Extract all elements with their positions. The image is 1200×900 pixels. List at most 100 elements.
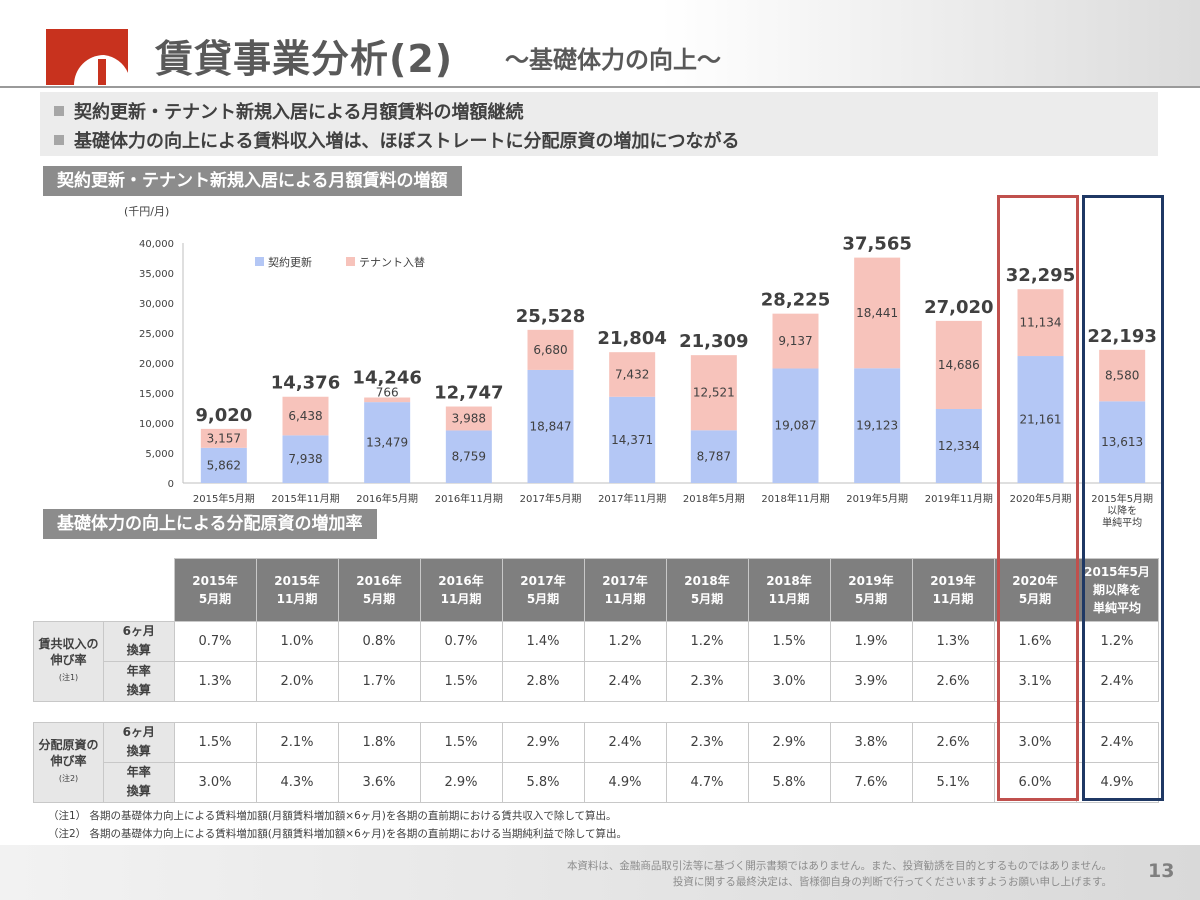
table-cell: 5.8% bbox=[501, 761, 585, 803]
table-cell: 3.8% bbox=[829, 721, 913, 763]
highlight-box-2020-may bbox=[997, 195, 1079, 801]
data-label-tenant: 9,137 bbox=[778, 334, 812, 348]
table-cell: 2.1% bbox=[255, 721, 339, 763]
bar-tenant bbox=[282, 396, 329, 436]
header-cell: 2020年 5月期 bbox=[993, 558, 1077, 622]
data-label-renewal: 19,123 bbox=[856, 419, 898, 433]
data-label-renewal: 5,862 bbox=[207, 458, 241, 472]
header-band bbox=[0, 0, 1200, 86]
y-tick-label: 5,000 bbox=[145, 449, 174, 460]
table-cell: 3.0% bbox=[747, 660, 831, 702]
x-tick-label: 2017年11月期 bbox=[598, 492, 666, 505]
data-label-tenant: 3,988 bbox=[452, 411, 486, 425]
bar-tenant bbox=[364, 397, 411, 403]
data-label-renewal: 12,334 bbox=[938, 439, 980, 453]
bullet-square-icon bbox=[54, 135, 64, 145]
bar-renewal bbox=[1017, 356, 1064, 483]
total-label: 14,246 bbox=[352, 368, 421, 389]
bullet-2: 基礎体力の向上による賃料収入増は、ほぼストレートに分配原資の増加につながる bbox=[54, 127, 739, 153]
data-label-tenant: 18,441 bbox=[856, 306, 898, 320]
table-cell: 2.9% bbox=[747, 721, 831, 763]
table-cell: 4.9% bbox=[1075, 761, 1159, 803]
table-cell: 3.6% bbox=[337, 761, 421, 803]
table-cell: 1.9% bbox=[829, 620, 913, 662]
table-cell: 2.3% bbox=[665, 721, 749, 763]
x-tick-label: 2019年11月期 bbox=[925, 492, 993, 505]
row-group-label: 賃共収入の 伸び率 (注1) bbox=[33, 620, 104, 702]
data-label-tenant: 3,157 bbox=[207, 431, 241, 445]
table-row: 分配原資の 伸び率 (注2) 6ヶ月 換算 1.5% 2.1% 1.8% 1.5% 2… bbox=[33, 721, 1159, 803]
table-cell: 4.9% bbox=[583, 761, 667, 803]
y-tick-label: 20,000 bbox=[139, 359, 174, 370]
x-tick-label: 2016年5月期 bbox=[356, 492, 418, 505]
data-label-renewal: 21,161 bbox=[1020, 413, 1062, 427]
y-axis-unit-label: (千円/月) bbox=[124, 205, 169, 218]
table-cell: 2.4% bbox=[583, 660, 667, 702]
y-tick-label: 30,000 bbox=[139, 299, 174, 310]
bar-renewal bbox=[935, 408, 982, 483]
highlight-box-average bbox=[1082, 195, 1164, 801]
header-cell: 2015年 11月期 bbox=[255, 558, 339, 622]
data-label-renewal: 13,479 bbox=[366, 436, 408, 450]
total-label: 27,020 bbox=[924, 297, 993, 318]
y-tick-label: 0 bbox=[168, 479, 174, 490]
page-subtitle: ～基礎体力の向上～ bbox=[505, 46, 721, 74]
bar-tenant bbox=[690, 355, 737, 431]
header-cell: 2018年 11月期 bbox=[747, 558, 831, 622]
y-tick-label: 10,000 bbox=[139, 419, 174, 430]
table-cell: 1.2% bbox=[1075, 620, 1159, 662]
x-tick-label: 以降を bbox=[1107, 504, 1137, 517]
data-label-renewal: 8,787 bbox=[697, 450, 731, 464]
row-group-label: 分配原資の 伸び率 (注2) bbox=[33, 721, 104, 803]
x-tick-label: 2017年5月期 bbox=[520, 492, 582, 505]
data-label-renewal: 14,371 bbox=[611, 433, 653, 447]
bar-tenant bbox=[1017, 289, 1064, 357]
table-cell: 1.2% bbox=[583, 620, 667, 662]
table-cell: 0.7% bbox=[419, 620, 503, 662]
table-cell: 4.7% bbox=[665, 761, 749, 803]
bar-renewal bbox=[445, 430, 492, 483]
table-cell: 1.5% bbox=[419, 721, 503, 763]
table-row: 年率 換算 1.3% 2.0% 1.7% 1.5% 2.8% 2.4% 2.3% … bbox=[34, 660, 1159, 702]
table-cell: 4.3% bbox=[255, 761, 339, 803]
legend-swatch-renewal bbox=[255, 257, 264, 266]
header-cell: 2017年 11月期 bbox=[583, 558, 667, 622]
table-cell: 1.8% bbox=[337, 721, 421, 763]
table-cell: 2.9% bbox=[419, 761, 503, 803]
bar-renewal bbox=[200, 447, 247, 483]
row-label: 年率 換算 bbox=[103, 761, 175, 803]
table-cell: 0.8% bbox=[337, 620, 421, 662]
table-cell: 6.0% bbox=[993, 761, 1077, 803]
bullet-text: 基礎体力の向上による賃料収入増は、ほぼストレートに分配原資の増加につながる bbox=[74, 131, 740, 152]
data-label-tenant: 12,521 bbox=[693, 386, 735, 400]
table-cell: 2.8% bbox=[501, 660, 585, 702]
data-label-renewal: 7,938 bbox=[288, 452, 322, 466]
total-label: 25,528 bbox=[516, 306, 585, 327]
bullet-square-icon bbox=[54, 106, 64, 116]
bar-renewal bbox=[364, 402, 411, 483]
bar-tenant bbox=[445, 406, 492, 431]
table-cell: 5.8% bbox=[747, 761, 831, 803]
header-cell: 2015年 5月期 bbox=[173, 558, 257, 622]
y-tick-label: 35,000 bbox=[139, 269, 174, 280]
data-label-renewal: 18,847 bbox=[530, 419, 572, 433]
bar-tenant bbox=[772, 313, 819, 369]
summary-box: 契約更新・テナント新規入居による月額賃料の増額継続 基礎体力の向上による賃料収入… bbox=[40, 92, 1158, 156]
header-cell: 2016年 11月期 bbox=[419, 558, 503, 622]
table-cell: 2.9% bbox=[501, 721, 585, 763]
data-label-tenant: 11,134 bbox=[1020, 316, 1062, 330]
table-spacer-row bbox=[33, 700, 1158, 723]
footer-band bbox=[0, 845, 1200, 900]
company-logo-icon bbox=[46, 29, 128, 85]
bar-tenant bbox=[1099, 349, 1146, 402]
x-tick-label: 2015年5月期 bbox=[193, 492, 255, 505]
x-tick-label: 2018年11月期 bbox=[761, 492, 829, 505]
y-tick-label: 40,000 bbox=[139, 239, 174, 250]
header-cell: 2015年5月 期以降を 単純平均 bbox=[1075, 558, 1159, 622]
total-label: 14,376 bbox=[271, 373, 340, 394]
table-row: 年率 換算 3.0% 4.3% 3.6% 2.9% 5.8% 4.9% 4.7% … bbox=[34, 761, 1159, 803]
spacer-cell bbox=[33, 700, 1158, 723]
total-label: 9,020 bbox=[195, 405, 252, 426]
bullet-1: 契約更新・テナント新規入居による月額賃料の増額継続 bbox=[54, 98, 523, 124]
legend-label-renewal: 契約更新 bbox=[268, 255, 312, 269]
